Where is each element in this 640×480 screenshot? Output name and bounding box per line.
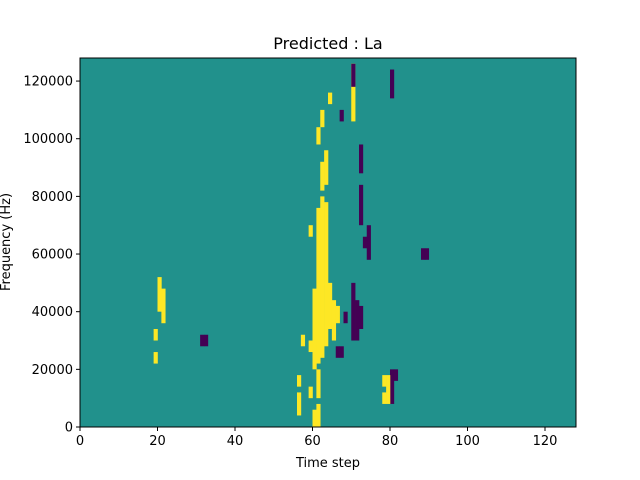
x-tick-label: 100 [455,434,480,449]
x-axis-label: Time step [295,456,360,471]
plot-area [79,57,577,428]
y-tick-label: 20000 [32,363,73,378]
heatmap-cell [351,282,356,341]
y-tick-label: 60000 [32,248,73,263]
heatmap-cell [320,196,325,358]
heatmap-cell [312,409,317,427]
y-tick-label: 120000 [23,75,73,90]
heatmap-cell [424,248,430,260]
heatmap-cell [316,403,321,427]
x-tick-label: 80 [382,434,399,449]
heatmap-cell [382,392,387,404]
heatmap-cell [300,334,306,347]
heatmap-cell [308,340,313,353]
x-tick-label: 60 [304,434,321,449]
heatmap-cell [355,300,360,341]
heatmap-cell [362,236,368,249]
y-axis-label: Frequency (Hz) [0,193,14,291]
heatmap-cell [366,225,371,260]
heatmap-cell [328,282,333,329]
heatmap-cell [320,109,325,128]
y-tick-label: 40000 [32,305,73,320]
heatmap-cell [390,369,395,404]
heatmap-cell [390,69,395,99]
heatmap-cell [351,63,356,122]
heatmap-cell [343,311,348,324]
heatmap-cell [308,225,313,237]
heatmap-cell [328,92,333,105]
heatmap-cell [316,207,321,364]
heatmap-cell [359,305,364,329]
heatmap-cell [153,328,158,341]
heatmap-cell [316,369,321,399]
heatmap-cell [153,352,158,364]
x-tick-label: 0 [76,434,84,449]
heatmap-cell [297,375,302,387]
heatmap-cell [200,334,205,347]
y-tick-label: 100000 [23,132,73,147]
heatmap-cell [316,127,321,145]
x-tick-label: 20 [149,434,166,449]
heatmap-cell [386,375,391,404]
heatmap-cell [382,375,387,387]
heatmap-cell [335,346,340,358]
heatmap-cell [324,150,329,185]
heatmap-cell [359,144,364,174]
chart-title: Predicted : La [273,34,382,53]
heatmap-cell [308,386,313,399]
heatmap-cell [161,288,166,324]
heatmap-cell [204,334,209,347]
x-axis: 0 20 40 60 80 100 120 [76,427,558,449]
y-tick-label: 80000 [32,190,73,205]
heatmap-cell [351,63,356,87]
heatmap-cell [324,202,329,347]
x-tick-label: 120 [533,434,558,449]
heatmap-cell [320,161,325,191]
plot-frame [79,57,577,428]
heatmap-cell [297,392,302,416]
heatmap-cell [335,305,340,324]
x-tick-label: 40 [227,434,244,449]
heatmap-cell [359,184,364,226]
heatmap-cell [339,346,344,358]
heatmap-cell [331,300,337,341]
y-tick-label: 0 [65,421,73,436]
heatmap-cell [339,109,344,122]
heatmap-cell [312,288,317,370]
heatmap-cell [421,248,426,260]
y-axis: 0 20000 40000 60000 80000 100000 120000 [23,75,80,436]
heatmap-cell [393,369,399,381]
heatmap-cell [157,277,162,312]
